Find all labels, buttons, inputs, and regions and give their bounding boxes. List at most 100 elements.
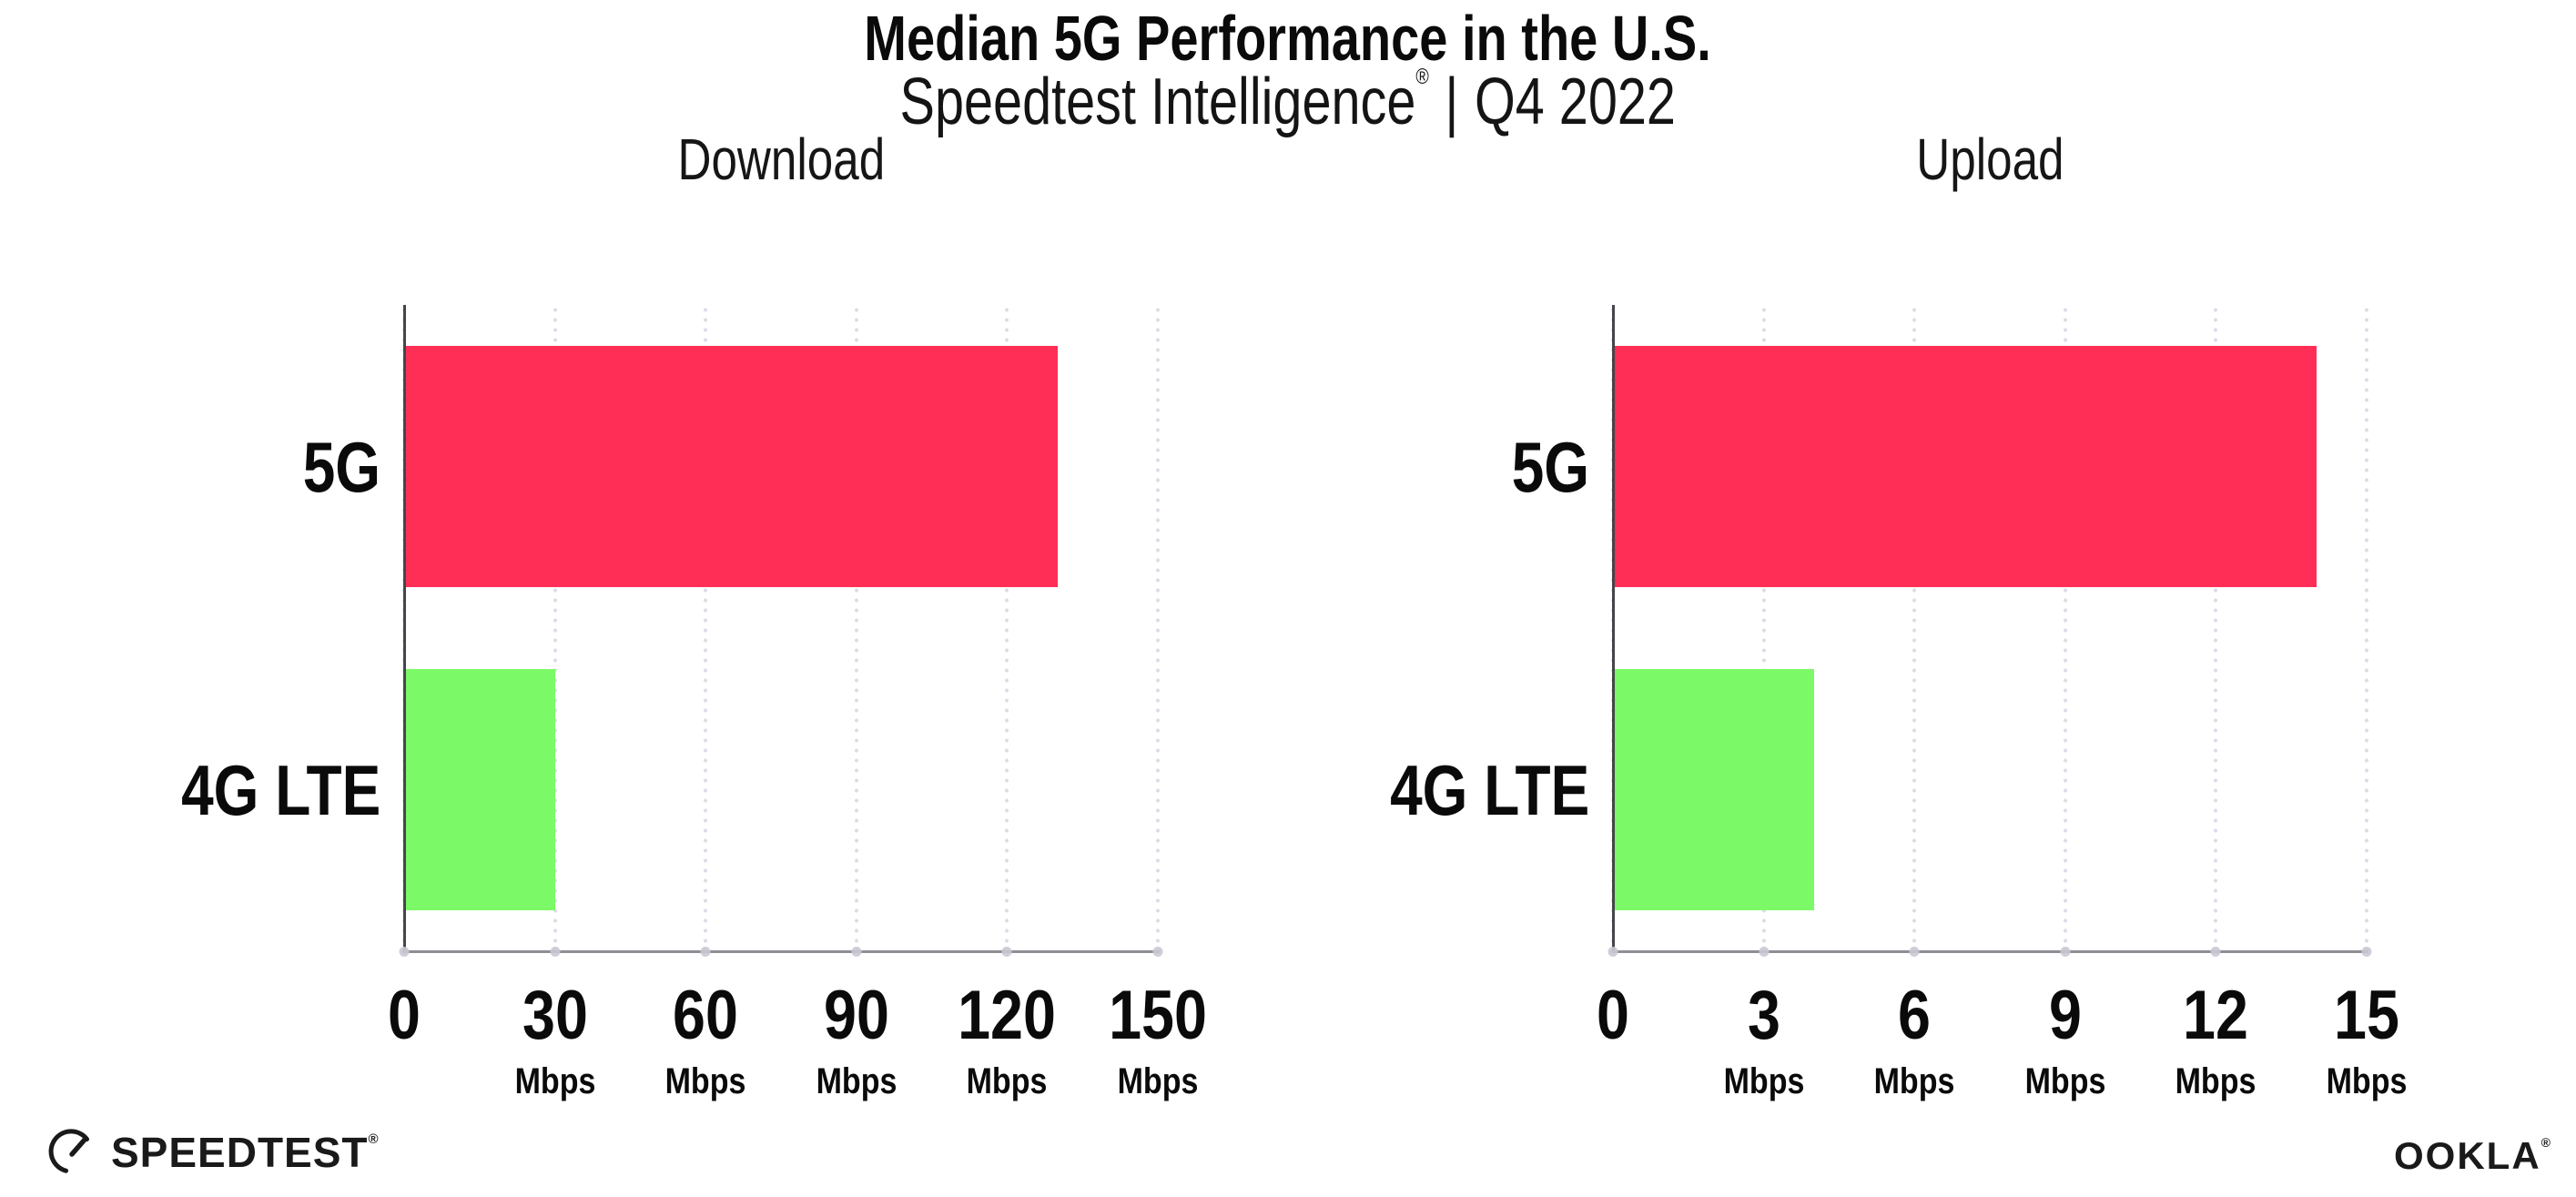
axis-tick-dot (1909, 947, 1920, 957)
bar-4g-lte (404, 669, 555, 910)
page-title: Median 5G Performance in the U.S. (0, 4, 2576, 74)
axis-tick-dot (399, 947, 410, 957)
ookla-trademark-symbol: ® (2541, 1135, 2551, 1150)
bar-4g-lte (1613, 669, 1814, 910)
x-tick-value: 9 (2048, 977, 2082, 1054)
y-axis-label-text: 4G LTE (180, 749, 380, 830)
axis-tick-dot (1607, 947, 1618, 957)
axis-tick-dot (2210, 947, 2221, 957)
y-axis-label: 5G (1495, 431, 1589, 502)
x-tick: 15 Mbps (2319, 981, 2414, 1101)
x-tick-unit: Mbps (1723, 1061, 1804, 1101)
x-tick: 150 Mbps (1100, 977, 1216, 1101)
bars (1613, 305, 2367, 951)
y-axis-label-text: 4G LTE (1389, 749, 1589, 830)
x-tick-value: 90 (823, 977, 889, 1054)
bar-row (404, 628, 1158, 951)
registered-trademark-symbol: ® (1415, 65, 1430, 89)
x-tick: 3 Mbps (1716, 977, 1810, 1101)
x-tick-value: 0 (1597, 977, 1629, 1054)
x-tick: 9 Mbps (2018, 977, 2113, 1101)
download-chart: Download 0 30 Mbps 60 Mbps 90 Mbps 120 Mbps 150 Mb… (0, 118, 1288, 1138)
bar-row (404, 305, 1158, 628)
x-tick-value: 3 (1747, 977, 1780, 1054)
axis-tick-dot (700, 947, 711, 957)
x-axis-ticks: 0 3 Mbps 6 Mbps 9 Mbps 12 Mbps 15 Mbps (1597, 977, 2407, 1127)
x-tick: 0 (385, 981, 423, 1050)
axis-tick-dot (550, 947, 561, 957)
x-tick-value: 6 (1898, 977, 1932, 1054)
y-axis-label: 4G LTE (137, 755, 380, 826)
x-axis-line (1611, 950, 2368, 953)
y-axis-label: 5G (286, 431, 380, 502)
speedtest-gauge-icon (47, 1127, 98, 1178)
x-tick-unit: Mbps (2024, 1061, 2106, 1101)
x-tick-unit: Mbps (2326, 1061, 2408, 1101)
x-tick-value: 60 (673, 977, 739, 1054)
chart-title-text: Upload (1915, 127, 2064, 192)
x-tick-value: 30 (522, 977, 588, 1054)
gridline (1761, 305, 1767, 951)
x-tick-unit: Mbps (514, 1061, 595, 1101)
chart-title: Download (404, 126, 1158, 193)
speedtest-trademark-symbol: ® (368, 1131, 379, 1147)
speedtest-wordmark: SPEEDTEST® (111, 1131, 379, 1173)
x-axis-ticks: 0 30 Mbps 60 Mbps 90 Mbps 120 Mbps 150 Mbps (388, 977, 1207, 1127)
y-axis-line (403, 305, 406, 951)
x-axis-line (402, 950, 1160, 953)
x-tick: 90 Mbps (809, 977, 904, 1101)
page-subtitle: Speedtest Intelligence® | Q4 2022 (0, 65, 2576, 138)
gridline (2213, 305, 2218, 951)
page-subtitle-text: Speedtest Intelligence® | Q4 2022 (899, 65, 1677, 138)
x-tick: 30 Mbps (507, 977, 602, 1101)
x-tick-unit: Mbps (816, 1061, 898, 1101)
x-tick-value: 12 (2183, 977, 2249, 1054)
gridline (553, 305, 558, 951)
x-tick-unit: Mbps (967, 1061, 1048, 1101)
gridline (703, 305, 708, 951)
subtitle-product: Speedtest Intelligence (899, 66, 1416, 138)
x-tick-unit: Mbps (1117, 1061, 1199, 1101)
y-axis-line (1612, 305, 1615, 951)
axis-tick-dot (851, 947, 862, 957)
gridline (2063, 305, 2068, 951)
bar-5g (404, 346, 1058, 587)
chart-title: Upload (1613, 126, 2367, 193)
ookla-logo: OOKLA® (2394, 1136, 2551, 1175)
bar-row (1613, 628, 2367, 951)
ookla-wordmark-text: OOKLA (2394, 1134, 2541, 1177)
x-tick: 60 Mbps (658, 977, 753, 1101)
chart-title-text: Download (677, 127, 885, 192)
gridline (854, 305, 859, 951)
x-tick-value: 0 (388, 977, 421, 1054)
x-tick-unit: Mbps (1873, 1061, 1955, 1101)
x-tick: 120 Mbps (949, 981, 1065, 1101)
x-tick-unit: Mbps (664, 1061, 746, 1101)
plot-area (399, 305, 1163, 957)
gridline (2364, 305, 2369, 951)
axis-tick-dot (2060, 947, 2071, 957)
x-tick-unit: Mbps (2175, 1061, 2257, 1101)
speedtest-logo: SPEEDTEST® (47, 1127, 379, 1178)
axis-tick-dot (2361, 947, 2372, 957)
y-axis-label-text: 5G (302, 426, 380, 507)
gridline (1155, 305, 1161, 951)
upload-chart: Upload 0 3 Mbps 6 Mbps 9 Mbps 12 Mbps 15 Mbps 5G 4G… (1209, 118, 2497, 1138)
subtitle-separator: | (1445, 66, 1459, 138)
x-tick: 6 Mbps (1867, 977, 1962, 1101)
x-tick: 12 Mbps (2168, 977, 2263, 1101)
x-tick-value: 150 (1109, 977, 1207, 1054)
axis-tick-dot (1152, 947, 1163, 957)
x-tick: 0 (1594, 981, 1632, 1050)
page-title-text: Median 5G Performance in the U.S. (864, 3, 1712, 74)
subtitle-period: Q4 2022 (1475, 66, 1677, 138)
bars (404, 305, 1158, 951)
speedtest-wordmark-text: SPEEDTEST (111, 1129, 369, 1176)
axis-tick-dot (1759, 947, 1770, 957)
y-axis-label-text: 5G (1511, 426, 1589, 507)
plot-area (1607, 305, 2372, 957)
gridline (1004, 305, 1009, 951)
bar-row (1613, 305, 2367, 628)
bar-5g (1613, 346, 2317, 587)
y-axis-label: 4G LTE (1346, 755, 1589, 826)
